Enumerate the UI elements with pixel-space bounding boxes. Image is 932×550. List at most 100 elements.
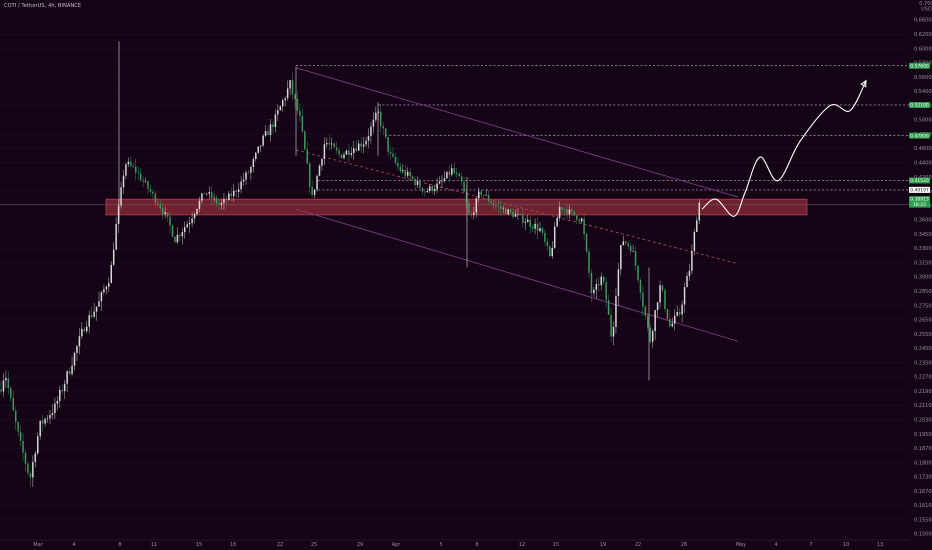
candle-body [10,388,12,398]
candle-body [14,410,17,422]
candle-body [54,403,56,414]
candle-body [551,247,553,257]
candle-body [561,207,563,210]
candle-body [649,327,651,342]
price-badge [909,196,930,203]
time-tick-label: 4 [72,542,75,548]
candle-body [68,371,71,374]
price-badge-label: 0.52100 [910,103,929,109]
candle-body [578,219,580,222]
candle-body [448,171,451,175]
candle-body [669,319,671,327]
candle-body [269,124,272,136]
candle-body [306,149,308,164]
candle-body [441,180,443,182]
time-tick-label: 26 [681,542,687,548]
candle-body [659,285,661,303]
time-tick-label: 8 [475,542,478,548]
price-badge-label: 0.40197 [910,188,929,194]
candle-body [294,94,296,99]
candle-body [257,146,259,153]
candle-body [429,186,431,192]
candle-body [49,414,51,419]
candle-body [485,194,487,196]
candle-body [301,115,304,132]
candle-body [264,131,267,136]
time-tick-label: 22 [635,542,641,548]
candle-body [282,100,284,107]
candle-body [184,227,186,233]
candle-body [389,151,392,154]
candle-body [7,378,10,389]
candle-body [497,206,500,207]
candle-body [495,205,497,207]
candle-body [607,300,610,315]
candle-body [402,170,404,172]
candle-body [686,276,688,288]
candle-body [247,172,250,174]
candle-body [220,202,223,205]
candle-body [56,400,59,404]
candle-body [5,378,7,381]
candle-body [259,145,262,147]
candle-body [17,421,19,432]
time-axis[interactable]: Mar 4 8 11 15 18 22 25 29 Apr 5 8 12 15 19 22 26 May 4 7 10 1… [0,539,910,548]
candle-body [12,397,14,411]
candle-body [416,181,419,186]
channel-layer [295,67,739,342]
candle-body [580,218,583,222]
candle-body [208,192,210,194]
candle-body [600,276,602,286]
candle-body [110,264,112,284]
price-badge [909,201,930,208]
candle-body [186,224,188,228]
candle-body [100,292,103,302]
candle-body [0,389,2,392]
time-tick-label: 15 [196,542,202,548]
price-badge [909,62,930,69]
candle-body [380,111,382,126]
candle-body [59,389,61,401]
time-tick-label: 22 [277,542,283,548]
candle-body [149,188,152,192]
candle-body [598,284,600,286]
candle-body [142,180,144,182]
candle-body [83,328,86,332]
candle-body [698,202,700,221]
candle-body [529,219,531,227]
candle-body [132,165,135,167]
candle-body [487,194,490,201]
time-tick-label: 29 [357,542,363,548]
candle-body [299,110,301,116]
candle-body [188,222,191,225]
candle-body [644,306,647,316]
candle-body [465,191,468,203]
candle-body [664,290,666,310]
candle-body [112,249,115,265]
candle-body [161,208,164,214]
candle-body [2,380,5,392]
time-tick-label: 25 [311,542,317,548]
candle-body [566,209,568,215]
candle-body [367,136,370,141]
candle-body [431,186,433,191]
candle-body [152,191,154,194]
candle-body [125,164,127,176]
candle-body [250,167,252,173]
price-axis[interactable]: 0.7000USDT0.660000.620000.600000.580000.… [914,1,932,538]
candle-body [436,183,438,190]
candle-body [512,211,514,217]
candle-body [615,296,617,327]
candle-body [171,225,174,237]
